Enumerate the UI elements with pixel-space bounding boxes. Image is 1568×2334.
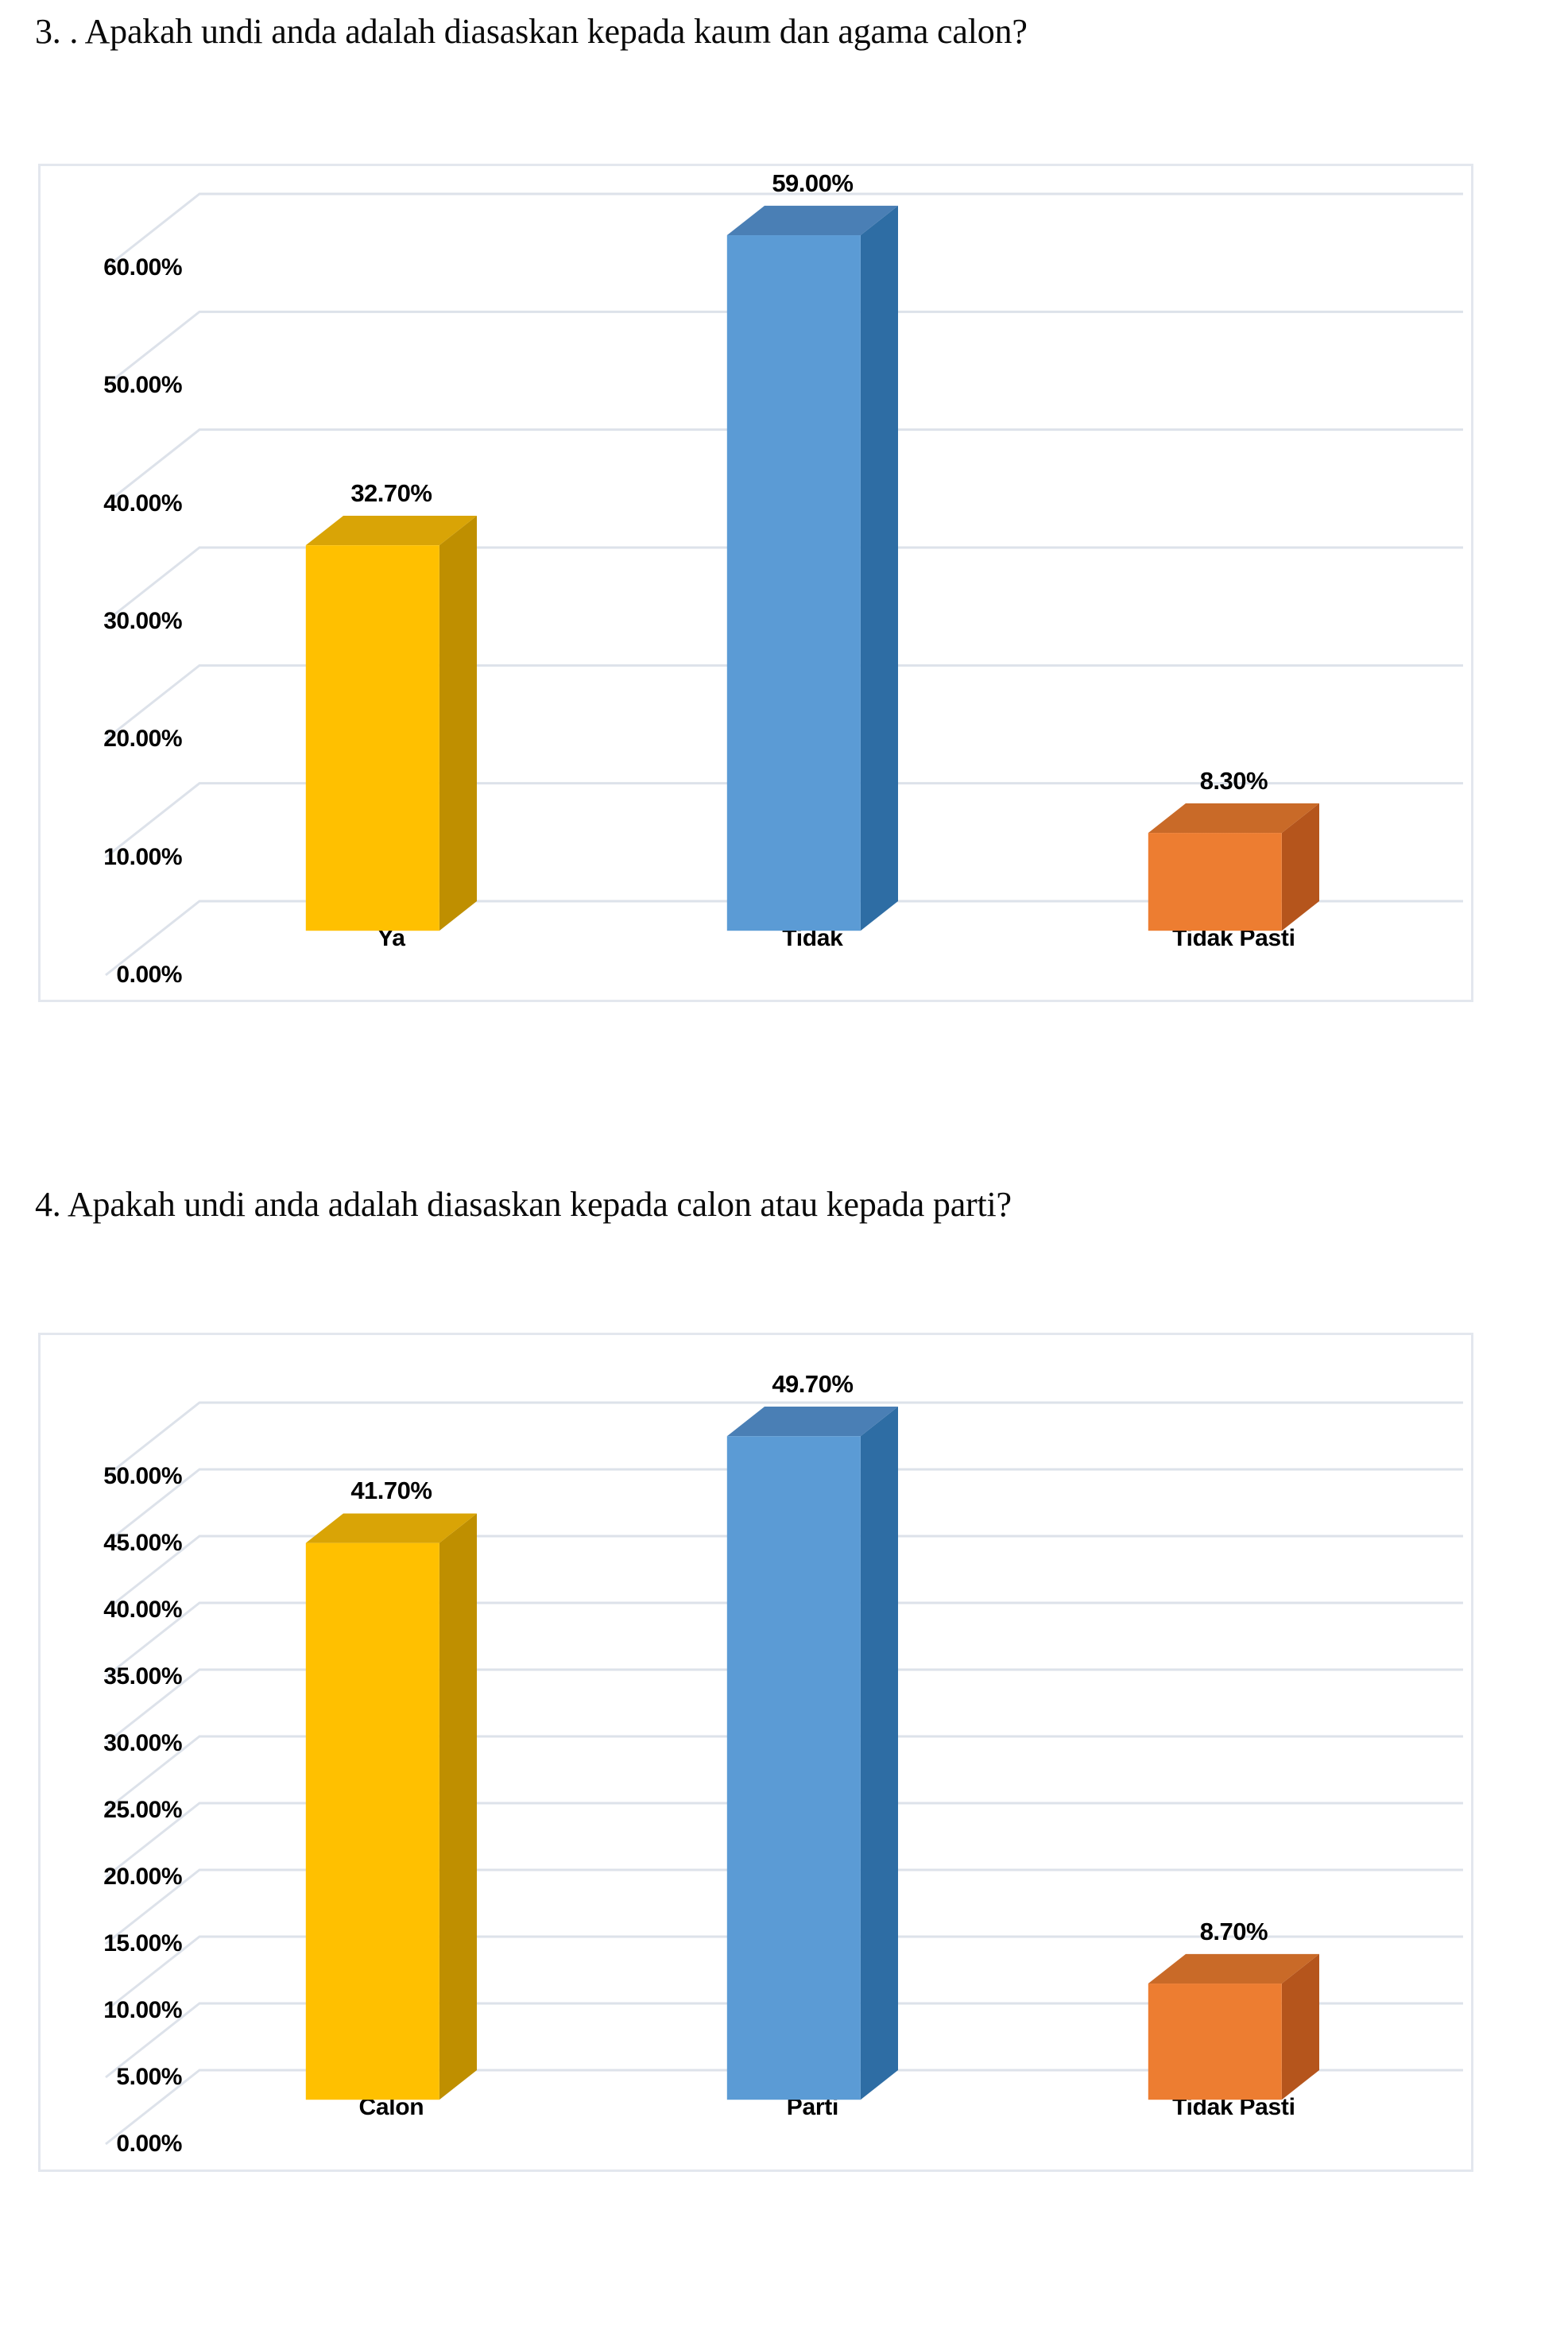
chart-1-y-tick-5: 10.00%	[103, 843, 182, 870]
chart-2-y-tick-9: 5.00%	[116, 2064, 182, 2090]
chart-2-y-tick-1: 45.00%	[103, 1530, 182, 1556]
chart-1-bar-0[interactable]	[41, 166, 1471, 1000]
chart-2-bar-2[interactable]	[41, 1335, 1471, 2169]
chart-1-y-tick-0: 60.00%	[103, 254, 182, 281]
chart-1-bar-0-value-label: 32.70%	[350, 478, 432, 507]
chart-2-y-tick-8: 10.00%	[103, 1997, 182, 2023]
chart-2-bar-1-value-label: 49.70%	[772, 1370, 854, 1399]
chart-1-bar-1-shape	[726, 205, 898, 931]
chart-2-y-tick-4: 30.00%	[103, 1730, 182, 1756]
chart-1-bar-1[interactable]	[41, 166, 1471, 1000]
chart-1-bar-1-value-label: 59.00%	[772, 168, 854, 197]
chart-2-container: 50.00% 45.00% 40.00% 35.00% 30.00% 25.00% 20.0…	[38, 1333, 1473, 2172]
chart-2-bar-1-shape	[726, 1407, 898, 2100]
chart-1-y-tick-1: 50.00%	[103, 372, 182, 399]
chart-1-y-tick-4: 20.00%	[103, 726, 182, 753]
question-4-heading: 4. Apakah undi anda adalah diasaskan kep…	[35, 1185, 1012, 1224]
chart-2-y-tick-6: 20.00%	[103, 1864, 182, 1890]
chart-2-plot-area: 50.00% 45.00% 40.00% 35.00% 30.00% 25.00% 20.0…	[41, 1335, 1471, 2169]
chart-1-bar-2-shape	[1148, 803, 1319, 931]
question-3-heading: 3. . Apakah undi anda adalah diasaskan k…	[35, 12, 1028, 51]
chart-2-y-tick-0: 50.00%	[103, 1463, 182, 1489]
chart-2-y-tick-3: 35.00%	[103, 1663, 182, 1690]
chart-1-bar-2-value-label: 8.30%	[1199, 766, 1268, 795]
chart-1-y-tick-3: 30.00%	[103, 608, 182, 634]
chart-2-y-tick-10: 0.00%	[116, 2131, 182, 2157]
chart-2-y-tick-7: 15.00%	[103, 1930, 182, 1957]
chart-1-plot-area: 60.00% 50.00% 40.00% 30.00% 20.00% 10.00% 0.00…	[41, 166, 1471, 1000]
chart-2-y-tick-2: 40.00%	[103, 1597, 182, 1623]
chart-1-bar-0-shape	[305, 515, 477, 931]
chart-2-bar-2-shape	[1148, 1953, 1319, 2100]
chart-1-y-tick-6: 0.00%	[116, 962, 182, 988]
chart-2-bar-0-shape	[305, 1513, 477, 2100]
chart-2-bar-0-value-label: 41.70%	[350, 1477, 432, 1505]
chart-2-bar-2-value-label: 8.70%	[1199, 1917, 1268, 1945]
chart-2-bar-1[interactable]	[41, 1335, 1471, 2169]
chart-2-y-tick-5: 25.00%	[103, 1797, 182, 1823]
chart-1-y-tick-2: 40.00%	[103, 490, 182, 517]
chart-2-bar-0[interactable]	[41, 1335, 1471, 2169]
chart-1-bar-2[interactable]	[41, 166, 1471, 1000]
chart-1-container: 60.00% 50.00% 40.00% 30.00% 20.00% 10.00% 0.00…	[38, 164, 1473, 1002]
